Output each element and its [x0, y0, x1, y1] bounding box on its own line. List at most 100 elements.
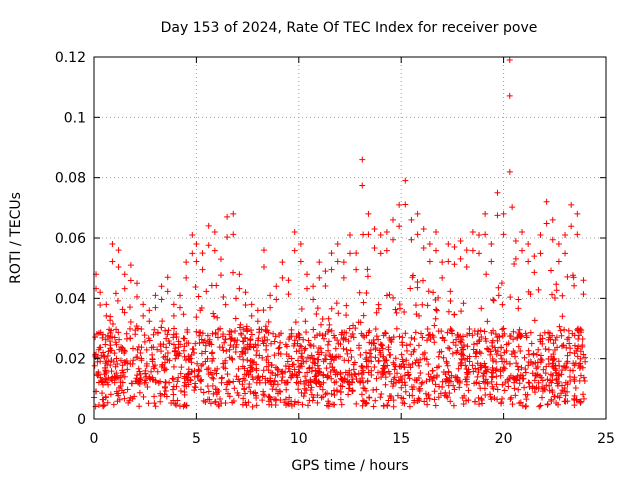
data-points [91, 57, 589, 410]
data-point [383, 228, 390, 235]
data-point [430, 289, 437, 296]
data-point [571, 332, 578, 339]
data-point [161, 391, 168, 398]
data-point [327, 368, 334, 375]
data-point [217, 272, 224, 279]
data-point [157, 390, 164, 397]
data-point [116, 336, 123, 343]
data-point [260, 307, 267, 314]
data-point [271, 352, 278, 359]
data-point [447, 297, 454, 304]
data-point [465, 368, 472, 375]
data-point [142, 379, 149, 386]
data-point [320, 372, 327, 379]
data-point [442, 371, 449, 378]
data-point [295, 386, 302, 393]
data-point [474, 330, 481, 337]
data-point [117, 357, 124, 364]
data-point [185, 353, 192, 360]
data-point [481, 328, 488, 335]
data-point [180, 311, 187, 318]
data-point [151, 393, 158, 400]
data-point [508, 351, 515, 358]
data-point [538, 394, 545, 401]
data-point [102, 375, 109, 382]
data-point [414, 284, 421, 291]
data-point [136, 403, 143, 410]
data-point [204, 383, 211, 390]
data-point [109, 258, 116, 265]
data-point [460, 400, 467, 407]
data-point [146, 373, 153, 380]
data-point [232, 328, 239, 335]
data-point [344, 350, 351, 357]
data-point [488, 396, 495, 403]
data-point [528, 340, 535, 347]
data-point [284, 358, 291, 365]
data-point [492, 330, 499, 337]
data-point [182, 357, 189, 364]
data-point [143, 363, 150, 370]
data-point [542, 370, 549, 377]
data-point [403, 342, 410, 349]
data-point [493, 381, 500, 388]
data-point [418, 380, 425, 387]
data-point [477, 385, 484, 392]
data-point [477, 350, 484, 357]
data-point [497, 352, 504, 359]
data-point [440, 354, 447, 361]
data-point [226, 354, 233, 361]
data-point [264, 353, 271, 360]
data-point [134, 280, 141, 287]
data-point [181, 382, 188, 389]
data-point [244, 341, 251, 348]
data-point [396, 378, 403, 385]
data-point [232, 315, 239, 322]
data-point [452, 342, 459, 349]
data-point [244, 357, 251, 364]
data-point [417, 369, 424, 376]
data-point [97, 289, 104, 296]
data-point [523, 402, 530, 409]
data-point [162, 387, 169, 394]
data-point [493, 366, 500, 373]
data-point [208, 350, 215, 357]
data-point [302, 318, 309, 325]
data-point [494, 337, 501, 344]
data-point [288, 333, 295, 340]
data-point [340, 259, 347, 266]
data-point [331, 367, 338, 374]
data-point [149, 351, 156, 358]
data-point [227, 342, 234, 349]
data-point [307, 387, 314, 394]
data-point [373, 309, 380, 316]
data-point [510, 336, 517, 343]
data-point [515, 386, 522, 393]
data-point [136, 368, 143, 375]
data-point [220, 293, 227, 300]
data-point [130, 357, 137, 364]
data-point [415, 342, 422, 349]
data-point [364, 378, 371, 385]
data-point [254, 307, 261, 314]
data-point [433, 228, 440, 235]
data-point [353, 266, 360, 273]
data-point [373, 386, 380, 393]
data-point [187, 377, 194, 384]
data-point [236, 271, 243, 278]
y-tick-label: 0 [77, 412, 86, 428]
data-point [419, 301, 426, 308]
data-point [199, 330, 206, 337]
data-point [295, 368, 302, 375]
data-point [270, 330, 277, 337]
data-point [497, 372, 504, 379]
data-point [100, 402, 107, 409]
data-point [500, 210, 507, 217]
data-point [137, 375, 144, 382]
data-point [272, 396, 279, 403]
data-point [260, 247, 267, 254]
data-point [316, 259, 323, 266]
data-point [516, 400, 523, 407]
data-point [391, 366, 398, 373]
data-point [322, 282, 329, 289]
